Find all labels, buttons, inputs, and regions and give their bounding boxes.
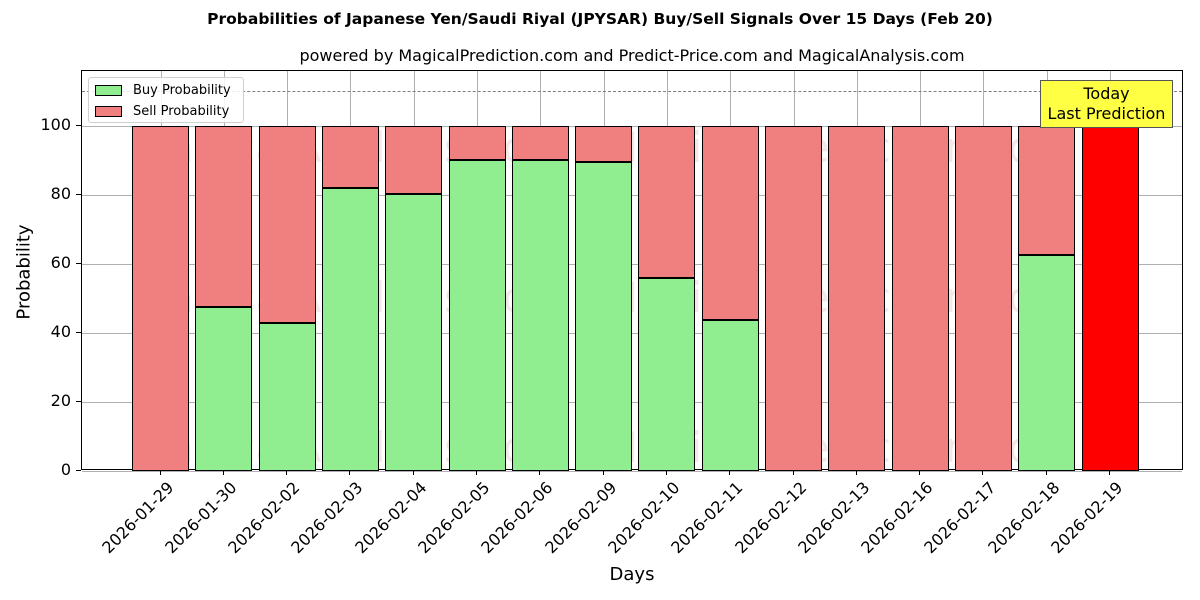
bar-2026-02-10 [638,71,696,471]
y-tick-label: 80 [50,183,71,203]
bar-2026-02-19 [1081,71,1139,471]
bar-2026-02-13 [828,71,886,471]
sell-segment [258,125,316,323]
x-axis-title: Days [609,564,655,585]
x-tick-mark [1109,470,1110,475]
buy-swatch-icon [95,84,122,96]
y-tick-label: 0 [60,460,71,479]
bar-2026-02-06 [511,71,569,471]
x-tick-mark [222,470,224,475]
sell-segment [765,125,822,471]
sell-segment [195,125,253,307]
bar-2026-02-09 [575,71,633,471]
buy-segment [385,194,443,471]
legend-label-sell: Sell Probability [133,103,230,119]
buy-segment [258,322,316,471]
y-tick-mark [76,470,81,471]
plot-area: MagicalAnalysis.comMagicalPrediction.com… [81,70,1183,472]
bar-2026-02-12 [765,71,822,471]
sell-segment [638,125,696,279]
sell-segment [1081,125,1139,471]
legend-item-sell: Sell Probability [95,103,229,119]
x-tick-mark [349,470,351,475]
sell-segment [891,125,949,471]
reference-line [82,91,1182,93]
chart-title: Probabilities of Japanese Yen/Saudi Riya… [207,10,993,28]
bar-2026-01-30 [195,71,253,471]
bar-2026-02-03 [321,71,379,471]
y-tick-mark [76,193,81,195]
x-tick-mark [919,470,921,475]
x-tick-mark [476,470,477,475]
sell-segment [575,125,633,163]
sell-segment [511,125,569,160]
sell-segment [385,125,443,195]
x-tick-mark [729,470,731,475]
bar-2026-02-17 [954,71,1012,471]
buy-segment [1018,255,1076,471]
x-tick-mark [286,470,288,475]
buy-segment [638,278,696,471]
y-tick-label: 100 [40,114,71,134]
sell-swatch-icon [95,105,122,117]
x-tick-mark [159,470,161,475]
x-tick-mark [982,470,984,475]
sell-segment [828,125,886,471]
annotation-line-1: Today [1083,84,1130,103]
bar-2026-01-29 [132,71,189,471]
legend-label-buy: Buy Probability [133,82,231,98]
buy-segment [321,188,379,471]
y-tick-mark [76,124,81,126]
buy-segment [448,159,506,471]
bar-2026-02-16 [891,71,949,471]
x-tick-mark [1045,470,1047,475]
x-tick-mark [539,470,541,475]
sell-segment [132,125,189,471]
bar-2026-02-18 [1018,71,1076,471]
x-tick-mark [602,470,604,475]
chart-subtitle: powered by MagicalPrediction.com and Pre… [299,46,965,65]
legend: Buy Probability Sell Probability [88,77,244,123]
y-tick-mark [76,331,81,333]
bar-2026-02-02 [258,71,316,471]
x-tick-mark [412,470,414,475]
today-annotation: Today Last Prediction [1040,80,1173,128]
sell-segment [321,125,379,189]
bar-2026-02-04 [385,71,443,471]
y-tick-label: 40 [50,321,71,341]
bar-2026-02-11 [701,71,759,471]
bar-2026-02-05 [448,71,506,471]
buy-segment [575,162,633,471]
sell-segment [701,125,759,321]
sell-segment [448,125,506,160]
y-tick-mark [76,262,81,264]
buy-segment [195,306,253,471]
legend-item-buy: Buy Probability [95,82,231,98]
buy-segment [511,159,569,471]
buy-segment [701,320,759,471]
y-tick-label: 60 [50,252,71,272]
x-tick-mark [792,470,794,475]
sell-segment [1018,125,1076,256]
grid-line-h [82,471,1182,472]
y-axis-title: Probability [13,224,35,320]
annotation-line-2: Last Prediction [1047,104,1166,123]
y-tick-mark [76,400,81,402]
sell-segment [954,125,1012,471]
y-tick-label: 20 [50,390,71,410]
x-tick-mark [665,470,667,475]
x-tick-mark [855,470,857,475]
